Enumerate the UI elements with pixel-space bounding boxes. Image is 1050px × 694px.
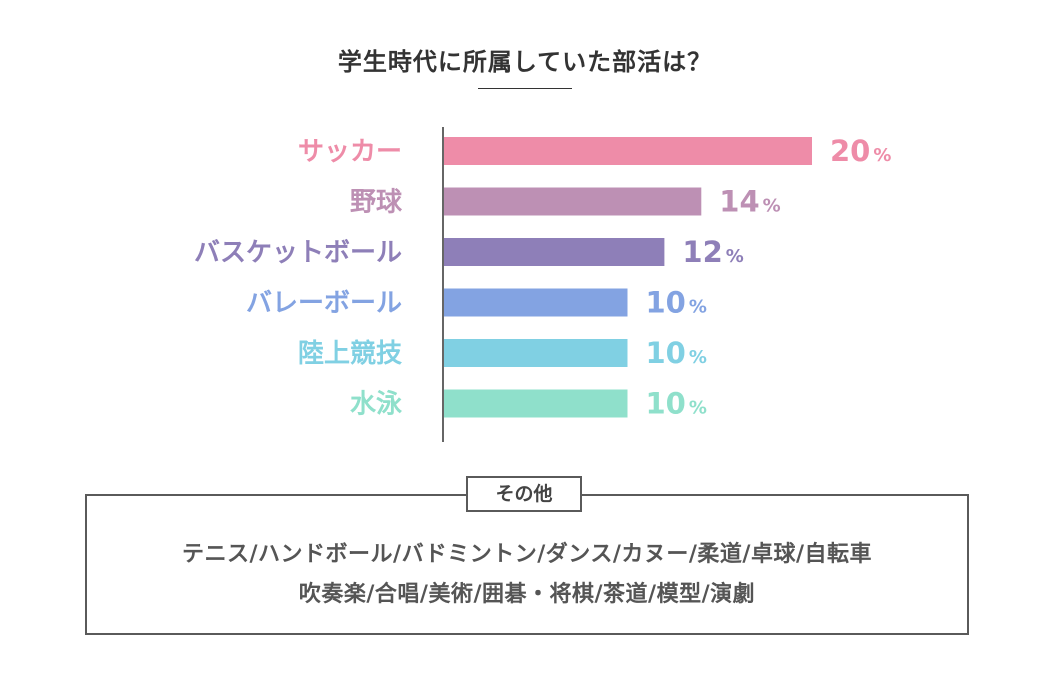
bar xyxy=(444,238,665,266)
bars-group: サッカー 20 % 野球 14 % バスケットボール 12 % バレーボール 10 % 陸上競技 10 % 水… xyxy=(194,134,891,421)
other-line: テニス/ハンドボール/バドミントン/ダンス/カヌー/柔道/卓球/自転車 xyxy=(182,542,872,567)
category-label: サッカー xyxy=(298,137,402,167)
other-line: 吹奏楽/合唱/美術/囲碁・将棋/茶道/模型/演劇 xyxy=(298,582,756,607)
bar-chart: サッカー 20 % 野球 14 % バスケットボール 12 % バレーボール 10 % 陸上競技 10 % 水… xyxy=(194,127,891,442)
value-label: 20% xyxy=(830,134,891,168)
category-label: 野球 xyxy=(350,188,403,218)
bar xyxy=(444,339,628,367)
bar xyxy=(444,187,702,216)
bar xyxy=(444,389,628,418)
other-label: その他 xyxy=(466,476,582,512)
category-label: 陸上競技 xyxy=(298,338,402,369)
chart-title: 学生時代に所属していた部活は？ xyxy=(337,48,713,76)
value-label: 10% xyxy=(646,336,707,370)
value-label: 10% xyxy=(646,387,707,421)
value-label: 12% xyxy=(682,235,743,269)
value-label: 10% xyxy=(646,286,707,320)
value-label: 14% xyxy=(719,185,780,219)
title-underline xyxy=(478,88,572,89)
category-label: 水泳 xyxy=(350,390,403,420)
bar xyxy=(444,288,628,317)
category-label: バスケットボール xyxy=(194,238,402,268)
bar xyxy=(444,137,812,165)
category-label: バレーボール xyxy=(246,289,402,319)
